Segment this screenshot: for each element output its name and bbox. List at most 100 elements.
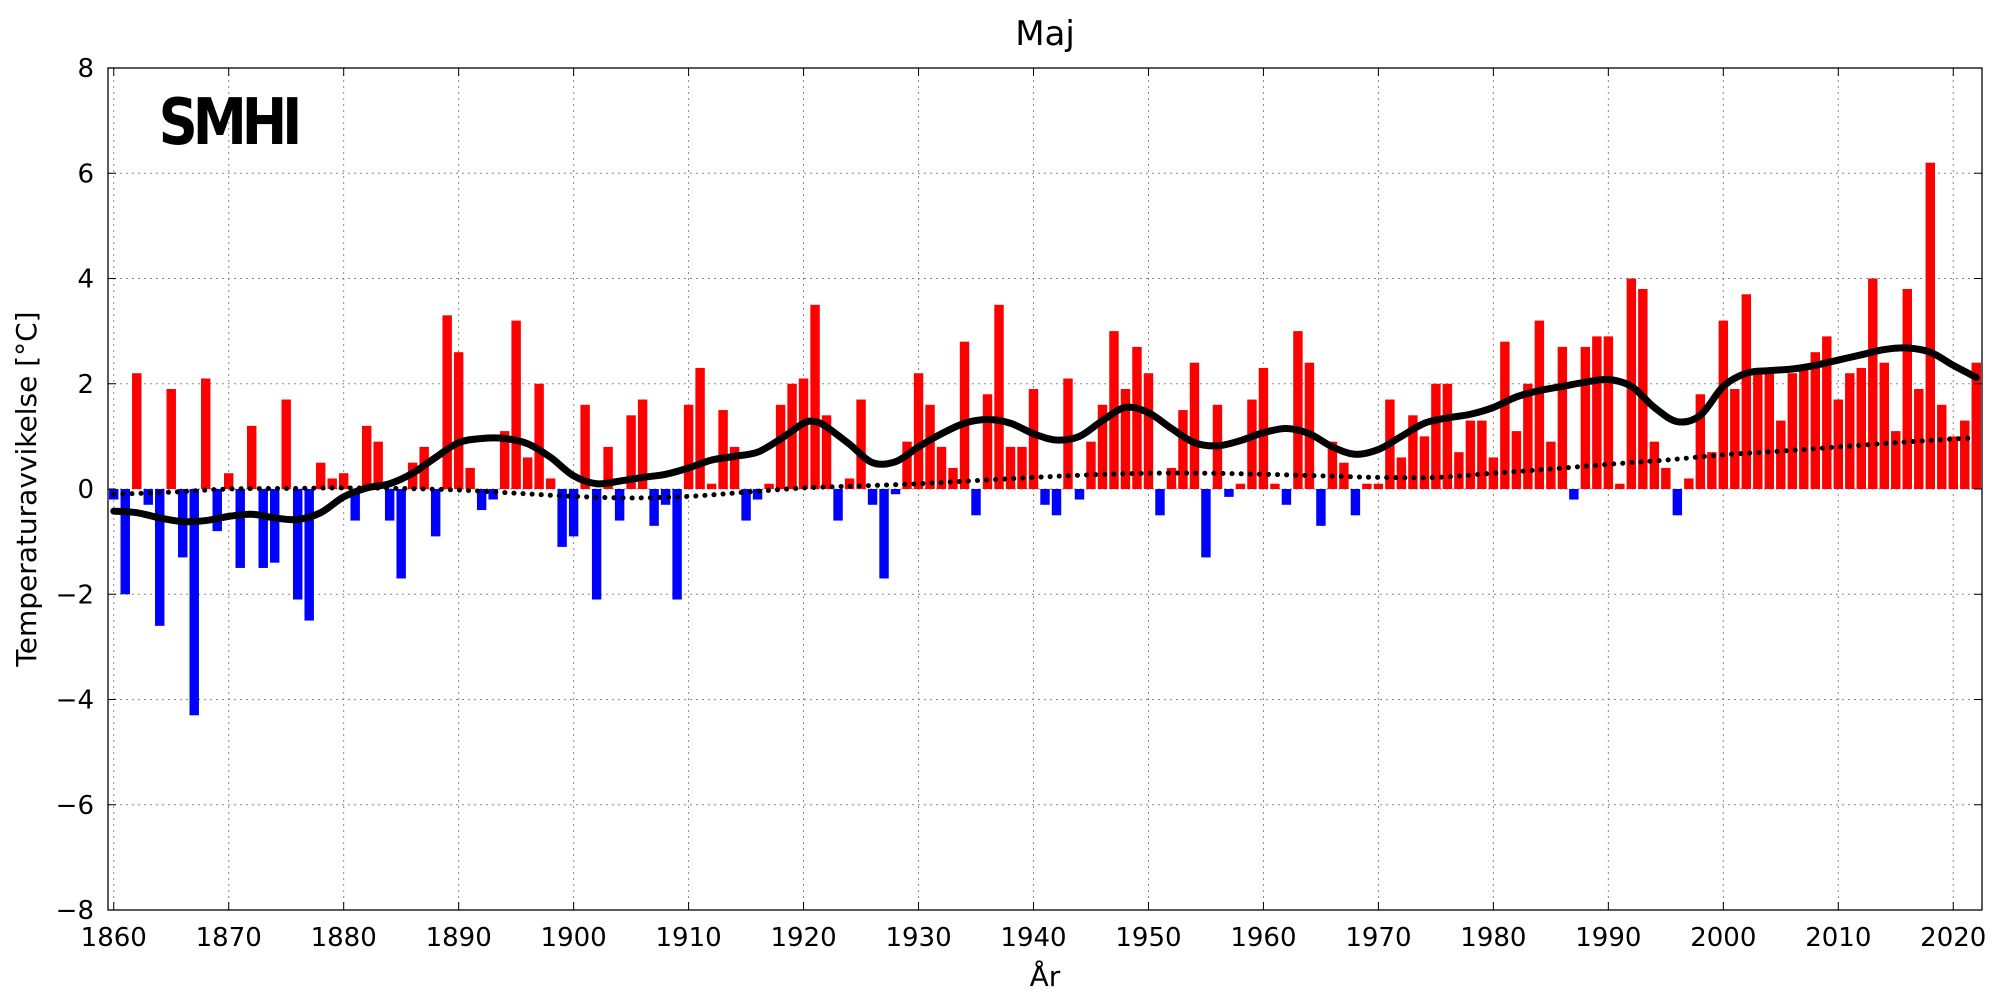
y-tick-label: 6	[77, 159, 94, 189]
bar-1961	[1270, 483, 1280, 489]
bar-1951	[1155, 489, 1165, 516]
bar-1867	[189, 489, 199, 716]
bar-1894	[499, 431, 510, 489]
y-tick-label: 4	[77, 265, 94, 295]
bar-1969	[1362, 483, 1372, 489]
bar-2007	[1799, 367, 1809, 489]
bar-1988	[1580, 346, 1591, 489]
bar-1930	[913, 373, 924, 489]
bar-1884	[384, 489, 395, 521]
bar-1948	[1120, 389, 1131, 489]
bar-1959	[1247, 399, 1257, 489]
bar-1874	[269, 489, 280, 563]
bar-1907	[649, 489, 659, 526]
bar-2008	[1810, 352, 1821, 489]
bar-1896	[522, 457, 533, 489]
trend-line	[111, 435, 1979, 501]
bar-1895	[511, 320, 521, 489]
x-axis-label: År	[1030, 959, 1061, 993]
bar-1923	[833, 489, 843, 521]
bar-1962	[1281, 489, 1292, 505]
x-tick-label: 1890	[426, 923, 492, 953]
x-tick-label: 1860	[81, 923, 147, 953]
bar-1911	[695, 367, 705, 489]
bar-2021	[1960, 420, 1970, 489]
bar-2013	[1868, 278, 1878, 489]
bar-1945	[1086, 441, 1096, 489]
bar-1963	[1293, 331, 1303, 490]
bar-1976	[1442, 383, 1453, 489]
bar-1981	[1500, 341, 1510, 489]
axis-ticks: 1860 1870 1880 1890 1900 1910 1920 1930 1940 1950…	[56, 54, 1987, 953]
bar-1876	[292, 489, 303, 600]
bar-1964	[1304, 362, 1315, 489]
bar-1934	[959, 341, 970, 489]
bar-1868	[201, 378, 211, 489]
x-tick-label: 1960	[1230, 923, 1296, 953]
bar-1995	[1661, 467, 1671, 489]
bar-1950	[1143, 373, 1154, 489]
bar-1982	[1511, 431, 1522, 489]
bar-1893	[488, 489, 498, 500]
x-tick-label: 1870	[196, 923, 262, 953]
bar-1918	[775, 404, 786, 489]
bar-1897	[534, 383, 544, 489]
bar-1879	[327, 478, 337, 489]
bar-1974	[1419, 436, 1430, 490]
x-tick-label: 1950	[1115, 923, 1181, 953]
bar-1942	[1051, 489, 1062, 516]
bar-1931	[925, 404, 935, 489]
bar-1922	[821, 415, 832, 489]
bar-1990	[1603, 336, 1614, 489]
chart-title: Maj	[1015, 14, 1075, 54]
bar-1892	[476, 489, 487, 511]
bar-1865	[166, 389, 176, 489]
bar-1878	[315, 462, 326, 489]
bar-1993	[1638, 289, 1648, 489]
y-axis-label: Temperaturavvikelse [°C]	[10, 311, 43, 667]
bar-1960	[1258, 367, 1269, 489]
bar-1889	[442, 315, 452, 489]
bar-1919	[787, 383, 797, 489]
y-tick-label: 8	[77, 54, 94, 84]
bar-2014	[1879, 362, 1889, 489]
bar-1903	[603, 446, 613, 489]
bar-1938	[1005, 446, 1016, 489]
bar-1875	[281, 399, 291, 489]
x-tick-label: 1980	[1460, 923, 1526, 953]
x-tick-label: 1970	[1345, 923, 1411, 953]
bar-1970	[1373, 483, 1384, 489]
bar-1979	[1477, 420, 1487, 489]
bar-1932	[936, 446, 947, 489]
bar-1872	[247, 425, 257, 489]
bar-1944	[1074, 489, 1085, 500]
bar-2012	[1856, 367, 1866, 489]
bar-1914	[729, 446, 740, 489]
x-tick-label: 1940	[1000, 923, 1066, 953]
bar-1929	[902, 441, 912, 489]
bar-1965	[1316, 489, 1326, 526]
bar-1967	[1339, 462, 1349, 489]
bar-2005	[1776, 420, 1786, 489]
y-tick-label: 0	[77, 475, 94, 505]
bar-1939	[1017, 446, 1027, 489]
bar-1915	[741, 489, 751, 521]
bar-1898	[545, 478, 556, 489]
bar-1908	[660, 489, 671, 505]
bar-1968	[1350, 489, 1361, 516]
bar-1891	[465, 467, 475, 489]
bar-1991	[1615, 483, 1625, 489]
bar-1996	[1672, 489, 1683, 516]
bar-1861	[120, 489, 130, 595]
bar-1984	[1534, 320, 1545, 489]
y-tick-label: −8	[56, 896, 94, 926]
bar-1958	[1235, 483, 1246, 489]
bar-1862	[132, 373, 142, 489]
bar-1909	[672, 489, 682, 600]
bar-1954	[1189, 362, 1200, 489]
bar-1885	[396, 489, 406, 579]
bar-1987	[1569, 489, 1579, 500]
bar-1920	[798, 378, 809, 489]
bar-1936	[982, 394, 993, 489]
